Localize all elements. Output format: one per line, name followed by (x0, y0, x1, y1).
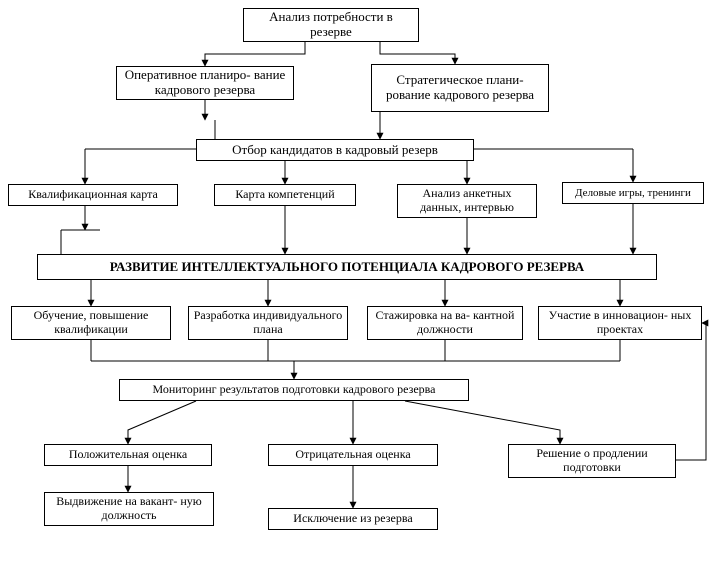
node-n19: Исключение из резерва (268, 508, 438, 530)
node-n7: Анализ анкетных данных, интервью (397, 184, 537, 218)
node-label: Мониторинг результатов подготовки кадров… (153, 383, 436, 397)
node-n1: Анализ потребности в резерве (243, 8, 419, 42)
node-n14: Мониторинг результатов подготовки кадров… (119, 379, 469, 401)
edge (205, 42, 305, 66)
node-label: Карта компетенций (235, 188, 334, 202)
node-label: Стажировка на ва- кантной должности (372, 309, 518, 337)
node-n10: Обучение, повышение квалификации (11, 306, 171, 340)
node-label: Стратегическое плани- рование кадрового … (376, 73, 544, 103)
node-n17: Решение о продлении подготовки (508, 444, 676, 478)
edge (676, 323, 706, 460)
node-label: Выдвижение на вакант- ную должность (49, 495, 209, 523)
node-label: Квалификационная карта (28, 188, 158, 202)
edge (380, 42, 455, 64)
node-n13: Участие в инновацион- ных проектах (538, 306, 702, 340)
node-label: Анализ анкетных данных, интервью (402, 187, 532, 215)
flowchart-canvas: Анализ потребности в резерве Оперативное … (0, 0, 712, 583)
node-n12: Стажировка на ва- кантной должности (367, 306, 523, 340)
node-label: Решение о продлении подготовки (513, 447, 671, 475)
edge (405, 401, 560, 444)
node-label: Разработка индивидуального плана (193, 309, 343, 337)
node-n2: Оперативное планиро- вание кадрового рез… (116, 66, 294, 100)
node-n18: Выдвижение на вакант- ную должность (44, 492, 214, 526)
node-label: РАЗВИТИЕ ИНТЕЛЛЕКТУАЛЬНОГО ПОТЕНЦИАЛА КА… (110, 260, 584, 275)
node-label: Участие в инновацион- ных проектах (543, 309, 697, 337)
node-label: Анализ потребности в резерве (248, 10, 414, 40)
node-label: Отбор кандидатов в кадровый резерв (232, 143, 438, 158)
node-n11: Разработка индивидуального плана (188, 306, 348, 340)
node-n9: РАЗВИТИЕ ИНТЕЛЛЕКТУАЛЬНОГО ПОТЕНЦИАЛА КА… (37, 254, 657, 280)
node-n4: Отбор кандидатов в кадровый резерв (196, 139, 474, 161)
edge (128, 401, 196, 444)
node-label: Положительная оценка (69, 448, 187, 462)
node-n15: Положительная оценка (44, 444, 212, 466)
node-label: Исключение из резерва (293, 512, 412, 526)
node-label: Деловые игры, тренинги (575, 187, 691, 200)
node-n3: Стратегическое плани- рование кадрового … (371, 64, 549, 112)
node-n5: Квалификационная карта (8, 184, 178, 206)
node-label: Оперативное планиро- вание кадрового рез… (121, 68, 289, 98)
node-label: Обучение, повышение квалификации (16, 309, 166, 337)
node-n6: Карта компетенций (214, 184, 356, 206)
node-label: Отрицательная оценка (295, 448, 410, 462)
node-n8: Деловые игры, тренинги (562, 182, 704, 204)
node-n16: Отрицательная оценка (268, 444, 438, 466)
